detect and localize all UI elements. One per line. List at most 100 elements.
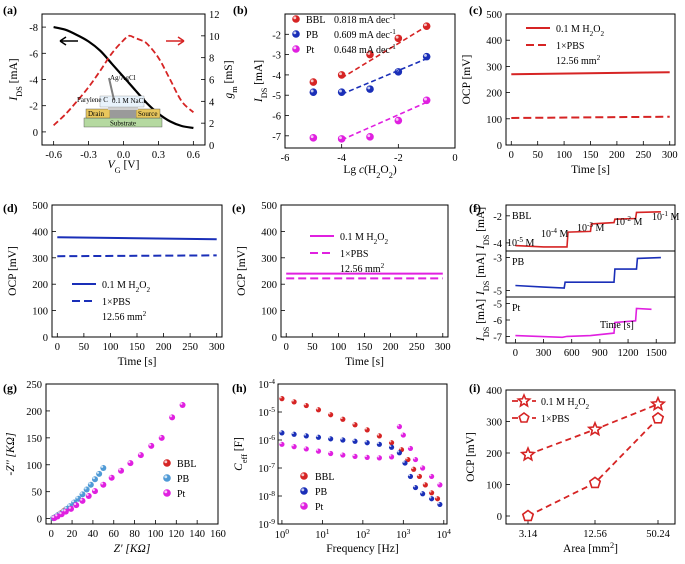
panel-b-frame: [284, 13, 456, 149]
panel-b-legend-sens-BBL: 0.818 mA dec-1: [334, 13, 396, 26]
panel-i-point-pent-0: [521, 509, 535, 522]
panel-i-point-star-0: [519, 446, 537, 462]
panel-h-point-PB-10-shine: [397, 450, 400, 453]
panel-a-xlabel-part-0: V: [108, 159, 117, 171]
panel-g-point-Pt-11-shine: [118, 468, 121, 471]
panel-a-yticklabel-r-3: 6: [209, 76, 214, 87]
panel-a-inset-parylene: [108, 106, 138, 110]
panel-b-point-PB-0: [309, 88, 318, 96]
panel-a: (a) -0.6 -0.3 0.0 0.3 0.6 -8 -6 -4 -2 0 0 2 4 6 8 10 12 VG…: [3, 3, 239, 175]
panel-f-conc-0: 10-5 M: [507, 236, 535, 249]
panel-b-ylabel-part-2: [mA]: [253, 60, 265, 88]
panel-h-point-BBL-3-shine: [316, 407, 319, 410]
panel-d-legend-area: 12.56 mm2: [102, 310, 147, 323]
panel-f-BBL-yticklabel-1: -4: [493, 239, 502, 250]
panel-b-legend-name-BBL: BBL: [306, 15, 325, 26]
panel-e-legend-pbs: 1×PBS: [340, 249, 368, 260]
panel-h-point-PB-4-shine: [328, 436, 331, 439]
panel-a-yticklabel-0: -8: [29, 23, 38, 34]
panel-h-xticklabel-0-part-1: 0: [285, 527, 289, 536]
panel-h-xlabel: Frequency [Hz]: [326, 543, 398, 555]
panel-h-yticklabel-0: 10-9: [258, 517, 275, 532]
panel-g-xticklabel-0: 0: [49, 529, 54, 540]
panel-b-point-PB-2-shine: [367, 86, 371, 90]
panel-a-inset-electrolyte: [99, 95, 145, 108]
panel-b-ylabel-part-0: I: [253, 97, 265, 103]
panel-g-xlabel-part-0: Z' [KΩ]: [114, 543, 151, 555]
panel-h-point-BBL-10-shine: [399, 447, 402, 450]
panel-a-inset-channel: [110, 109, 136, 118]
panel-a-xlabel: VG [V]: [108, 159, 140, 175]
panel-d-label: (d): [3, 201, 18, 215]
panel-f-name-PB: PB: [512, 257, 525, 268]
panel-f-conc-0-part-0: 10: [507, 238, 517, 249]
panel-g-legend-marker-Pt: [163, 489, 171, 497]
panel-f-name-BBL: BBL: [512, 211, 531, 222]
panel-e-yticklabel-1: 100: [261, 307, 277, 318]
panel-h-yticklabel-5-part-0: 10: [258, 380, 269, 391]
panel-h-yticklabel-0-part-0: 10: [258, 520, 269, 531]
panel-f-ylabel-PB-part-2: [mA]: [475, 253, 487, 281]
panel-g-point-Pt-8-shine: [92, 488, 95, 492]
panel-b-point-BBL-2-shine: [367, 51, 371, 55]
panel-a-yticklabel-1: -6: [29, 49, 38, 60]
panel-h-point-PB-16-shine: [437, 502, 440, 505]
panel-a-right-arrow: [166, 36, 185, 46]
panel-c-xticklabel-4: 200: [609, 150, 625, 161]
panel-b-legend-marker-Pt-shine: [293, 46, 297, 50]
panel-g-point-Pt-16-shine: [169, 415, 173, 418]
panel-i-point-pent-2: [651, 411, 665, 424]
panel-d-xlabel: Time [s]: [118, 356, 157, 368]
panel-b-legend-name-PB: PB: [306, 30, 319, 41]
panel-i-xlabel: Area [mm2]: [563, 541, 618, 556]
panel-d-series-1: [57, 254, 217, 258]
panel-f-ylabel-Pt-part-2: [mA]: [475, 299, 487, 327]
panel-g-point-PB-5-shine: [64, 506, 67, 509]
panel-g-point-Pt-14-shine: [148, 443, 152, 446]
panel-h-legend-marker-BBL-shine: [301, 473, 305, 477]
panel-a-xticklabel-0: -0.6: [45, 150, 62, 161]
panel-h-point-BBL-4-shine: [328, 412, 331, 415]
panel-f-conc-4-part-2: M: [668, 212, 680, 223]
panel-g-point-Pt-5: [73, 502, 80, 509]
panel-b-point-Pt-3: [394, 116, 403, 125]
panel-a-inset-ref-electrode: [108, 77, 115, 101]
panel-f-ylabel-PB-part-1: DS: [482, 280, 491, 291]
panel-f-conc-2-part-1: -3: [587, 221, 593, 229]
panel-b-point-Pt-0: [309, 134, 318, 142]
panel-g-point-Pt-6-shine: [80, 498, 83, 501]
panel-h-point-Pt-2-shine: [304, 446, 307, 449]
panel-h-xticklabel-1-part-1: 1: [326, 527, 330, 536]
panel-g-legend-marker-BBL-shine: [164, 460, 168, 464]
panel-b-xlabel-part-3: 2: [376, 171, 380, 180]
panel-g-point-Pt-4-shine: [68, 506, 71, 509]
panel-c-legend-h2o2-part-1: 2: [590, 30, 594, 38]
panel-b-legend-sens-BBL-part-0: 0.818 mA dec: [334, 15, 390, 26]
panel-b-legend-sens-Pt-part-1: -1: [390, 43, 396, 51]
panel-f-conc-3-part-2: M: [631, 217, 643, 228]
panel-b-point-BBL-3-shine: [395, 35, 399, 39]
panel-c-yticklabel-3: 300: [486, 62, 502, 73]
panel-h-yticklabel-3: 10-6: [258, 433, 275, 448]
panel-g-point-Pt-3-shine: [63, 509, 66, 512]
panel-a-series-gm: [52, 34, 195, 126]
panel-b: (b)-6 -4 -2 0-2-3-4-5-6-7Lg c(H2O2)IDS [mA]…: [233, 3, 458, 180]
panel-h-point-Pt-15-shine: [429, 474, 432, 477]
panel-i-xlabel-part-0: Area [mm: [563, 543, 610, 555]
panel-b-point-BBL-1-shine: [339, 72, 342, 76]
panel-h-point-Pt-16-shine: [437, 482, 440, 485]
panel-h-point-BBL-16-shine: [435, 496, 438, 499]
panel-b-legend-sens-Pt-part-0: 0.648 mA dec: [334, 45, 390, 56]
panel-h-point-BBL-1-shine: [291, 399, 294, 402]
panel-g-point-PB-10: [83, 486, 90, 493]
panel-b-ylabel: IDS [mA]: [253, 60, 269, 103]
panel-i-legend-h2o2-part-1: 2: [575, 403, 579, 411]
panel-b-point-Pt-2-shine: [367, 134, 371, 138]
panel-h-point-PB-15-shine: [429, 496, 432, 499]
panel-i-legend-h2o2-part-3: 2: [585, 403, 589, 411]
panel-e-xticklabel-1: 50: [307, 342, 318, 353]
panel-g-point-Pt-17: [179, 402, 186, 408]
panel-g-ylabel-part-0: -Z'' [KΩ]: [5, 433, 17, 476]
panel-c-label: (c): [469, 3, 482, 17]
panel-i-yticklabel-2: 200: [486, 449, 502, 460]
